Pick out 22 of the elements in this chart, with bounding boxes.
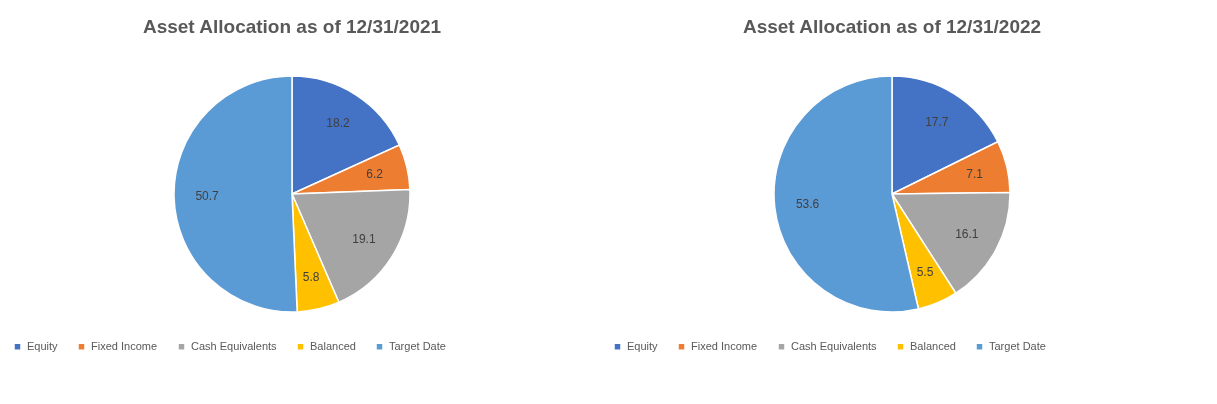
legend-label: Balanced bbox=[910, 339, 956, 352]
data-label: 5.5 bbox=[916, 265, 934, 280]
data-label: 6.2 bbox=[366, 167, 384, 182]
legend-label: Fixed Income bbox=[691, 339, 758, 352]
legend-label: Equity bbox=[627, 339, 659, 352]
data-label: 53.6 bbox=[795, 196, 820, 211]
legend-label: Target Date bbox=[989, 339, 1046, 352]
data-label: 7.1 bbox=[966, 167, 984, 182]
chart-title: Asset Allocation as of 12/31/2021 bbox=[142, 16, 442, 37]
legend-label: Equity bbox=[27, 339, 59, 352]
legend-label: Fixed Income bbox=[91, 339, 158, 352]
data-label: 17.7 bbox=[925, 114, 949, 129]
legend-label: Balanced bbox=[310, 339, 356, 352]
data-label: 16.1 bbox=[955, 227, 979, 242]
chart-title: Asset Allocation as of 12/31/2022 bbox=[742, 16, 1042, 37]
legend-label: Cash Equivalents bbox=[791, 339, 878, 352]
data-label: 18.2 bbox=[326, 115, 350, 130]
data-label: 5.8 bbox=[302, 269, 320, 284]
data-label: 19.1 bbox=[352, 232, 376, 247]
legend-label: Target Date bbox=[389, 339, 446, 352]
data-label: 50.7 bbox=[195, 188, 220, 203]
legend-label: Cash Equivalents bbox=[191, 339, 278, 352]
